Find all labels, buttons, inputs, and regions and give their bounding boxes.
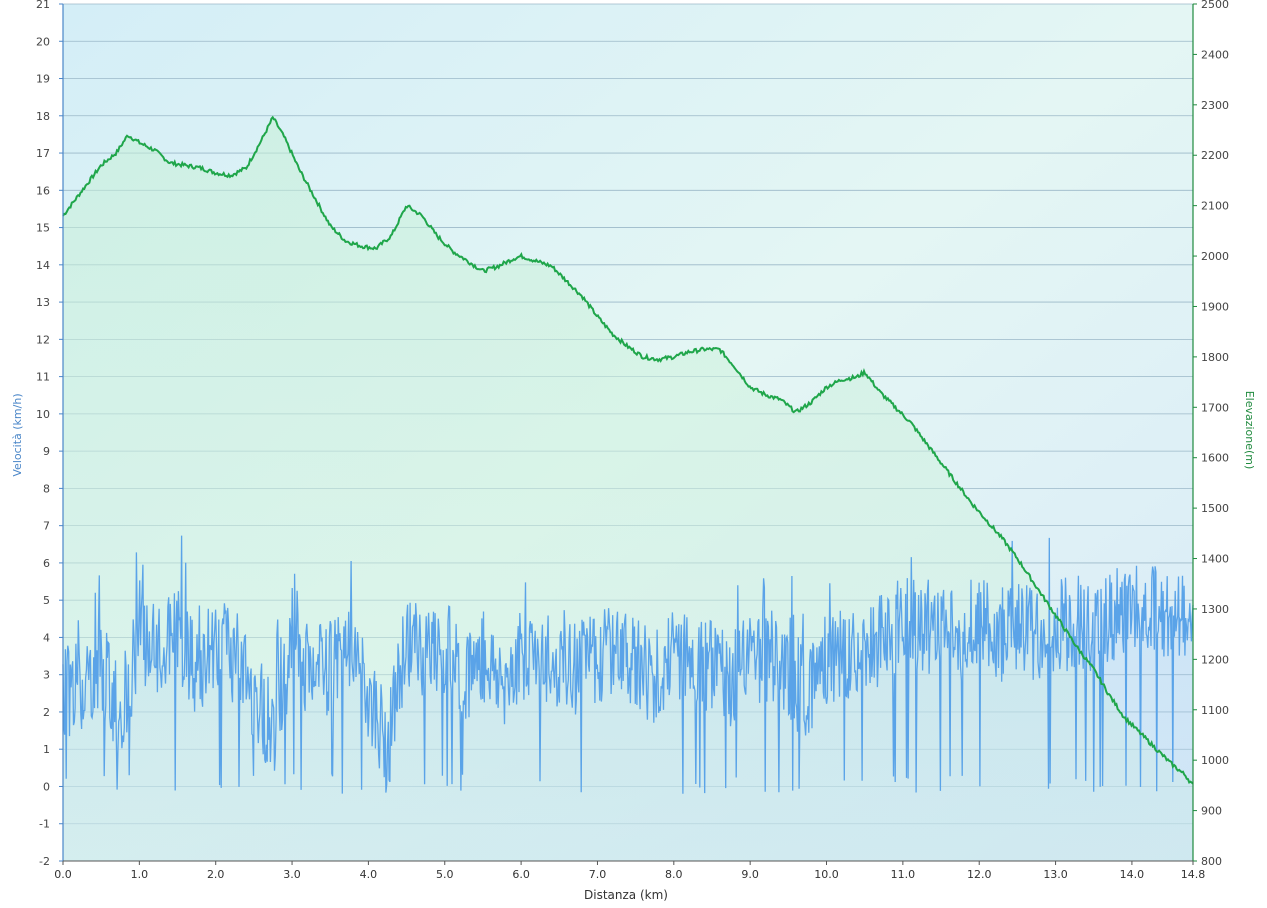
speed-area [63,535,1193,861]
left-tick-label: -2 [39,855,50,868]
left-tick-label: 6 [43,557,50,570]
left-tick-label: 16 [36,184,50,197]
left-tick-label: 3 [43,669,50,682]
x-tick-label: 0.0 [54,868,72,881]
right-tick-label: 1900 [1201,300,1229,313]
right-tick-label: 1000 [1201,754,1229,767]
x-tick-label: 11.0 [891,868,916,881]
left-axis-title: Velocità (km/h) [11,393,24,476]
left-tick-label: 10 [36,408,50,421]
left-tick-label: -1 [39,818,50,831]
right-tick-label: 2400 [1201,48,1229,61]
left-tick-label: 7 [43,520,50,533]
left-tick-label: 21 [36,0,50,11]
left-tick-label: 15 [36,222,50,235]
right-tick-label: 1600 [1201,452,1229,465]
axes [62,4,1194,862]
x-tick-label: 6.0 [512,868,530,881]
x-tick-label: 7.0 [589,868,607,881]
left-tick-label: 9 [43,445,50,458]
right-tick-label: 1800 [1201,351,1229,364]
right-tick-label: 900 [1201,805,1222,818]
right-tick-label: 2200 [1201,149,1229,162]
right-tick-label: 2300 [1201,99,1229,112]
left-tick-label: 8 [43,482,50,495]
right-tick-label: 1700 [1201,401,1229,414]
left-tick-label: 2 [43,706,50,719]
x-tick-label: 9.0 [741,868,759,881]
right-tick-label: 1500 [1201,502,1229,515]
right-axis-title: Elevazione(m) [1243,391,1256,470]
right-tick-label: 1100 [1201,704,1229,717]
right-tick-label: 1200 [1201,653,1229,666]
left-tick-label: 0 [43,780,50,793]
x-tick-label: 13.0 [1043,868,1068,881]
left-tick-label: 13 [36,296,50,309]
left-tick-label: 4 [43,631,50,644]
left-tick-label: 18 [36,110,50,123]
left-tick-label: 1 [43,743,50,756]
left-tick-label: 11 [36,371,50,384]
left-tick-label: 19 [36,73,50,86]
x-tick-label: 12.0 [967,868,992,881]
left-tick-label: 17 [36,147,50,160]
x-tick-label: 10.0 [814,868,839,881]
x-tick-label: 3.0 [283,868,301,881]
x-tick-label: 14.0 [1120,868,1145,881]
right-tick-label: 2100 [1201,200,1229,213]
x-tick-label: 2.0 [207,868,225,881]
x-tick-label: 4.0 [360,868,378,881]
tick-labels: -2-1012345678910111213141516171819202180… [36,0,1229,881]
left-tick-label: 14 [36,259,50,272]
x-tick-label: 8.0 [665,868,683,881]
left-tick-label: 5 [43,594,50,607]
elevation-series-line [62,115,1194,785]
right-tick-label: 2500 [1201,0,1229,11]
right-tick-label: 1300 [1201,603,1229,616]
x-tick-label: 5.0 [436,868,454,881]
x-axis-title: Distanza (km) [584,888,668,902]
x-tick-label: 1.0 [131,868,149,881]
right-tick-label: 2000 [1201,250,1229,263]
x-tick-label: 14.8 [1181,868,1206,881]
left-tick-label: 20 [36,35,50,48]
left-tick-label: 12 [36,333,50,346]
right-tick-label: 800 [1201,855,1222,868]
right-tick-label: 1400 [1201,553,1229,566]
speed-series-line [62,535,1194,794]
